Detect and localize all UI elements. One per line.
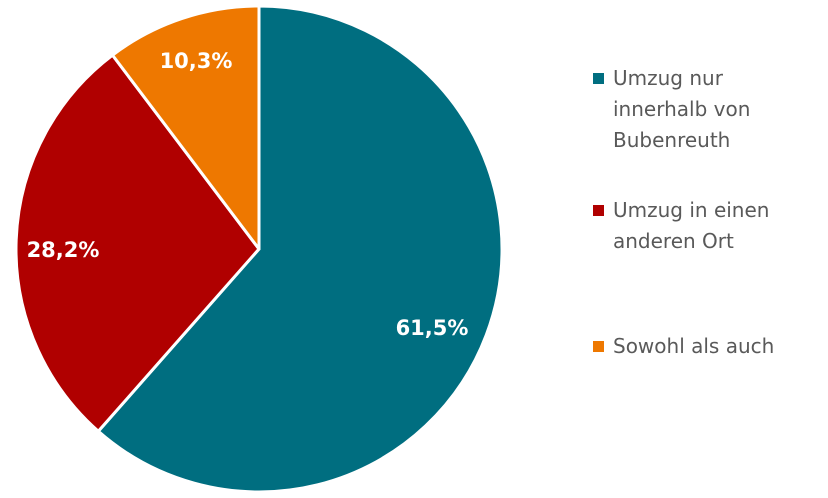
- legend-item-umzug-anderer-ort: Umzug in einen anderen Ort: [593, 195, 825, 257]
- legend-swatch: [593, 205, 604, 216]
- pie-slice: [14, 53, 261, 433]
- slice-percentage-label: 10,3%: [160, 49, 233, 73]
- legend-label: Umzug nur innerhalb von Bubenreuth: [613, 66, 751, 152]
- legend-item-sowohl-als-auch: Sowohl als auch: [593, 331, 825, 362]
- legend-swatch: [593, 341, 604, 352]
- legend-item-umzug-innerhalb: Umzug nur innerhalb von Bubenreuth: [593, 63, 825, 156]
- legend-label: Umzug in einen anderen Ort: [613, 198, 770, 253]
- slice-percentage-label: 61,5%: [396, 316, 469, 340]
- slice-percentage-label: 28,2%: [27, 238, 100, 262]
- pie-plot-area: 61,5% 28,2% 10,3%: [14, 4, 504, 494]
- legend-label: Sowohl als auch: [613, 334, 775, 358]
- pie-slice: [110, 4, 261, 251]
- legend-swatch: [593, 73, 604, 84]
- pie-slice: [96, 4, 504, 494]
